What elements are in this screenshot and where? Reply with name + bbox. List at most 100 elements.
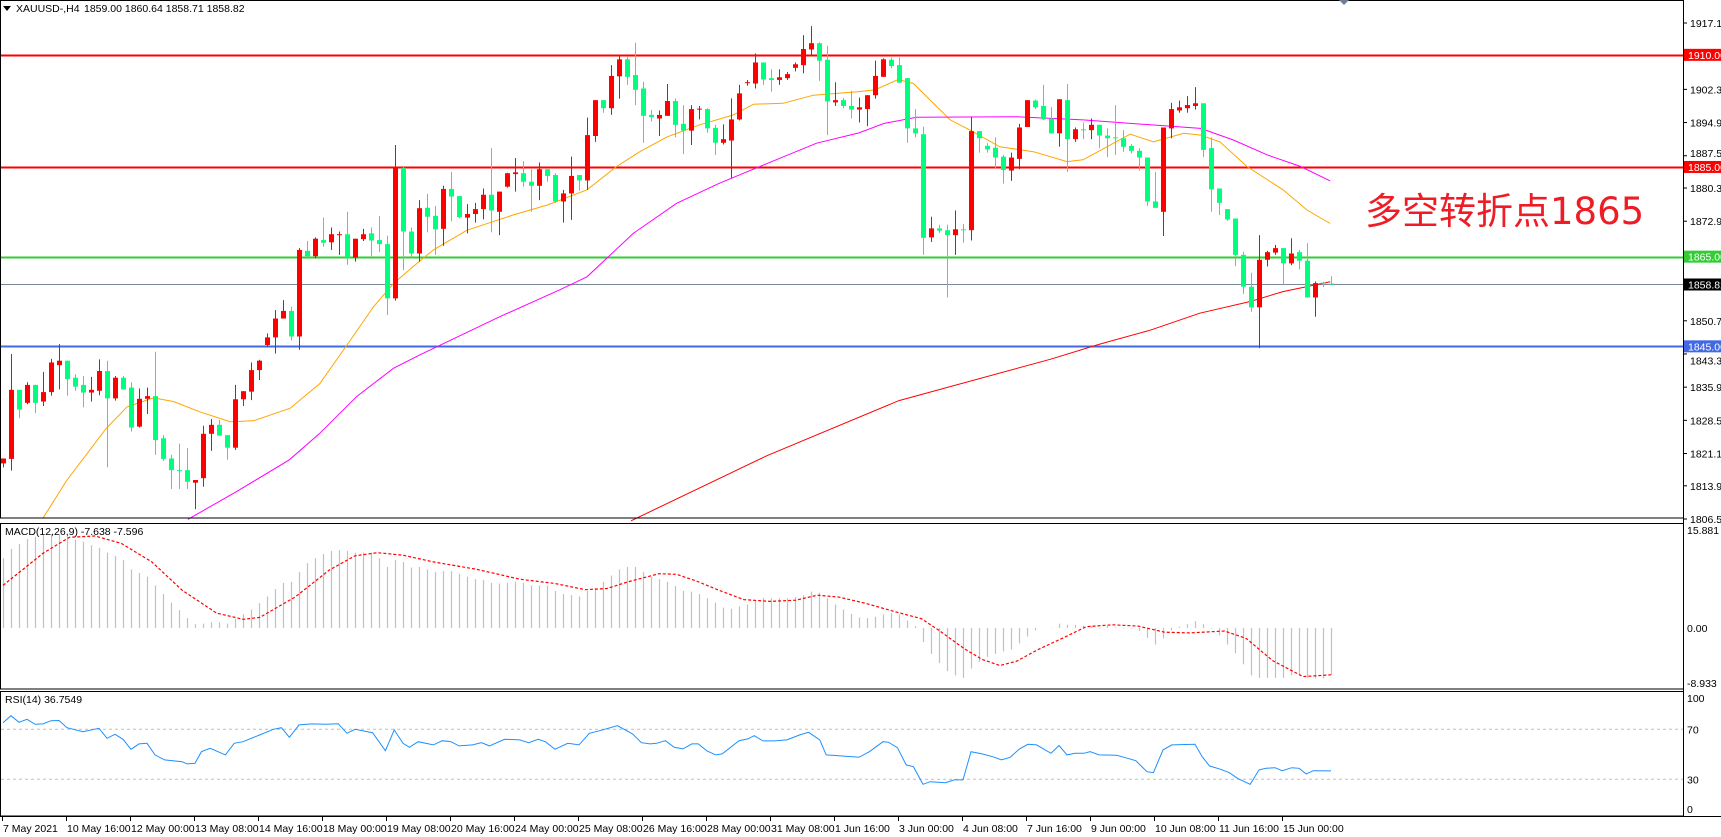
candle-body: [1113, 137, 1118, 139]
candle: [1113, 105, 1118, 155]
candle-body: [1281, 248, 1286, 264]
candle-body: [657, 114, 662, 119]
candle-body: [41, 392, 46, 402]
price-tick-label: 1806.50: [1690, 514, 1721, 526]
candle: [585, 117, 590, 190]
candle: [17, 389, 22, 419]
price-tick-label: 1917.10: [1690, 18, 1721, 30]
candle-body: [497, 191, 502, 212]
candle: [833, 82, 838, 106]
candle: [193, 479, 198, 510]
candle: [961, 223, 966, 243]
candle-body: [873, 75, 878, 96]
candle: [353, 238, 358, 262]
candle-body: [641, 88, 646, 116]
candle: [1161, 127, 1166, 237]
candle-body: [969, 131, 974, 231]
candle: [57, 344, 62, 390]
candle: [441, 185, 446, 246]
candle-body: [265, 337, 270, 345]
candle: [841, 97, 846, 109]
candle-body: [737, 93, 742, 120]
candle: [865, 95, 870, 127]
candle: [289, 306, 294, 341]
time-tick-label: 15 Jun 00:00: [1283, 823, 1344, 835]
level-price-tag: [1684, 160, 1721, 173]
candle-body: [1009, 157, 1014, 171]
candle: [1049, 107, 1054, 134]
candle: [1201, 103, 1206, 158]
rsi-title: RSI(14) 36.7549: [5, 694, 82, 706]
candle: [177, 443, 182, 489]
candle-body: [193, 479, 198, 483]
candle: [217, 419, 222, 436]
candle: [345, 211, 350, 265]
candle-body: [673, 101, 678, 125]
candle: [745, 79, 750, 86]
time-tick-label: 18 May 00:00: [323, 823, 387, 835]
candle-body: [1193, 103, 1198, 106]
candle-body: [1057, 99, 1062, 134]
candle-body: [1017, 127, 1022, 159]
candle: [729, 98, 734, 179]
candle-body: [185, 470, 190, 482]
candle: [313, 237, 318, 259]
candle-body: [241, 391, 246, 400]
shift-marker-icon[interactable]: [1339, 0, 1349, 5]
candle-body: [577, 175, 582, 181]
candle-body: [441, 188, 446, 229]
candle-body: [601, 100, 606, 109]
candle-body: [177, 470, 182, 472]
candle-body: [897, 65, 902, 83]
candle: [793, 62, 798, 72]
candle-body: [1153, 201, 1158, 208]
candle-body: [73, 377, 78, 387]
rsi-panel-frame: [0, 691, 1684, 817]
candle-body: [457, 196, 462, 218]
candle: [817, 42, 822, 81]
rsi-panel[interactable]: RSI(14) 36.7549: [1, 694, 1683, 785]
candle-body: [329, 234, 334, 243]
candle: [633, 42, 638, 106]
annotation-text[interactable]: 多空转折点1865: [1365, 190, 1644, 233]
candle-body: [625, 59, 630, 77]
candle: [1209, 137, 1214, 212]
candle-body: [921, 134, 926, 238]
candle-body: [417, 208, 422, 254]
macd-panel[interactable]: MACD(12,26,9) -7.638 -7.596: [2, 526, 1333, 679]
candle-body: [297, 249, 302, 337]
candle-body: [257, 360, 262, 371]
candle: [185, 448, 190, 489]
time-tick-label: 11 Jun 16:00: [1219, 823, 1279, 835]
candle: [561, 189, 566, 223]
candle: [281, 300, 286, 319]
candle-body: [1177, 107, 1182, 111]
candle: [1009, 152, 1014, 181]
candle: [1297, 249, 1302, 270]
candle-body: [1145, 157, 1150, 202]
price-tick-label: 1880.30: [1690, 183, 1721, 195]
candle: [497, 191, 502, 236]
candle-body: [465, 214, 470, 218]
candle: [201, 425, 206, 487]
candle-body: [753, 62, 758, 84]
triangle-down-icon[interactable]: [3, 6, 11, 11]
moving-average-line: [42, 78, 1331, 519]
main-price-panel[interactable]: [1, 26, 1683, 522]
candle: [481, 188, 486, 220]
candle: [73, 374, 78, 391]
candle-body: [345, 234, 350, 258]
candle: [33, 384, 38, 414]
candle: [409, 227, 414, 259]
candle-body: [825, 59, 830, 102]
candle: [673, 98, 678, 138]
time-tick-label: 1 Jun 16:00: [835, 823, 890, 835]
candle: [505, 172, 510, 188]
macd-tick-label: 15.881: [1687, 525, 1719, 537]
candle: [1153, 171, 1158, 208]
candle: [1225, 209, 1230, 221]
candle-body: [1001, 156, 1006, 171]
candle-body: [545, 169, 550, 176]
candle-body: [449, 188, 454, 197]
